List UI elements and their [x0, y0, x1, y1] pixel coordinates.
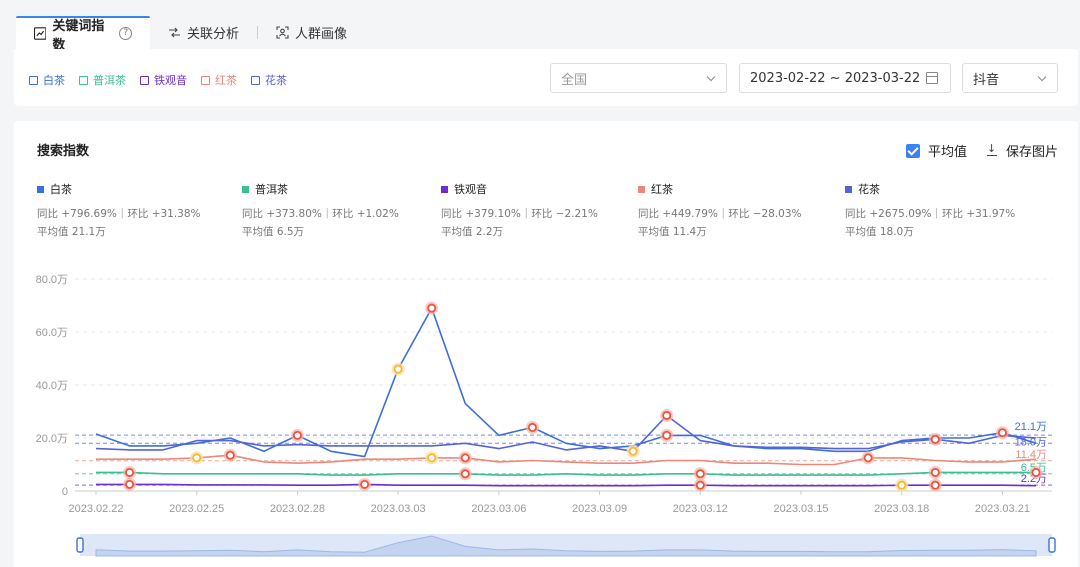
- average-label: 平均值: [928, 145, 968, 160]
- keyword-tag-flower-tea[interactable]: 花茶: [251, 72, 287, 88]
- platform-value: 抖音: [973, 72, 1000, 88]
- tab-association-analysis[interactable]: 关联分析: [150, 16, 257, 49]
- keyword-legend: 白茶 普洱茶 铁观音 红茶 花茶: [29, 72, 287, 88]
- stat-change: 同比 +449.79%｜环比 −28.03%: [638, 208, 802, 220]
- trend-chart-icon: [34, 27, 47, 40]
- checkbox-icon: [251, 75, 260, 85]
- keyword-tag-white-tea[interactable]: 白茶: [29, 72, 65, 88]
- tab-label: 关联分析: [187, 27, 240, 42]
- stat-flower-tea: 花茶 同比 +2675.09%｜环比 +31.97% 平均值 18.0万: [845, 181, 1015, 241]
- stat-black-tea: 红茶 同比 +449.79%｜环比 −28.03% 平均值 11.4万: [638, 181, 802, 241]
- download-icon: [987, 142, 997, 156]
- stat-puer: 普洱茶 同比 +373.80%｜环比 +1.02% 平均值 6.5万: [242, 181, 399, 241]
- date-range-value: 2023-02-22 ~ 2023-03-22: [750, 70, 921, 86]
- link-analysis-icon: [169, 27, 180, 38]
- series-color-swatch: [37, 185, 44, 193]
- chart-title: 搜索指数: [37, 144, 90, 159]
- stat-change: 同比 +796.69%｜环比 +31.38%: [37, 208, 201, 220]
- checkbox-icon: [79, 75, 88, 85]
- keyword-tag-black-tea[interactable]: 红茶: [201, 72, 237, 88]
- stat-average: 平均值 2.2万: [441, 226, 504, 238]
- region-value: 全国: [561, 72, 588, 88]
- stat-name: 铁观音: [454, 183, 487, 196]
- checkbox-icon: [140, 75, 149, 85]
- stat-name: 普洱茶: [255, 183, 288, 196]
- platform-select[interactable]: 抖音: [962, 63, 1058, 93]
- tab-label: 人群画像: [295, 27, 348, 42]
- save-image-label: 保存图片: [1006, 145, 1059, 160]
- stat-change: 同比 +373.80%｜环比 +1.02%: [242, 208, 399, 220]
- keyword-label: 白茶: [43, 74, 65, 87]
- stat-average: 平均值 21.1万: [37, 226, 106, 238]
- stat-change: 同比 +379.10%｜环比 −2.21%: [441, 208, 598, 220]
- tab-bar: 关键词指数 ? 关联分析 人群画像: [16, 16, 365, 53]
- tab-label: 关键词指数: [52, 18, 105, 53]
- series-color-swatch: [845, 185, 852, 193]
- keyword-label: 普洱茶: [93, 74, 126, 87]
- series-color-swatch: [638, 185, 645, 193]
- stat-tieguanyin: 铁观音 同比 +379.10%｜环比 −2.21% 平均值 2.2万: [441, 181, 598, 241]
- tab-user-portrait[interactable]: 人群画像: [258, 16, 365, 49]
- series-color-swatch: [242, 185, 249, 193]
- stat-name: 白茶: [50, 183, 72, 196]
- tab-keyword-index[interactable]: 关键词指数 ?: [16, 16, 150, 53]
- stat-average: 平均值 6.5万: [242, 226, 305, 238]
- user-portrait-icon: [276, 26, 289, 39]
- average-toggle[interactable]: 平均值: [906, 141, 967, 160]
- save-image-button[interactable]: 保存图片: [987, 141, 1058, 160]
- stat-name: 花茶: [858, 183, 880, 196]
- date-range-picker[interactable]: 2023-02-22 ~ 2023-03-22: [739, 63, 951, 93]
- keyword-label: 花茶: [265, 74, 287, 87]
- chevron-down-icon: [1037, 72, 1047, 82]
- series-color-swatch: [441, 185, 448, 193]
- checkbox-checked-icon[interactable]: [906, 143, 920, 158]
- keyword-label: 铁观音: [154, 74, 187, 87]
- stat-average: 平均值 11.4万: [638, 226, 707, 238]
- calendar-icon: [926, 72, 938, 84]
- checkbox-icon: [201, 75, 210, 85]
- stat-name: 红茶: [651, 183, 673, 196]
- stat-average: 平均值 18.0万: [845, 226, 914, 238]
- chevron-down-icon: [706, 72, 716, 82]
- checkbox-icon: [29, 75, 38, 85]
- keyword-label: 红茶: [215, 74, 237, 87]
- keyword-tag-puer[interactable]: 普洱茶: [79, 72, 126, 88]
- keyword-tag-tieguanyin[interactable]: 铁观音: [140, 72, 187, 88]
- region-select[interactable]: 全国: [550, 63, 727, 93]
- stat-white-tea: 白茶 同比 +796.69%｜环比 +31.38% 平均值 21.1万: [37, 181, 201, 241]
- tab-divider: [257, 26, 259, 39]
- stat-change: 同比 +2675.09%｜环比 +31.97%: [845, 208, 1016, 220]
- help-icon[interactable]: ?: [119, 27, 132, 40]
